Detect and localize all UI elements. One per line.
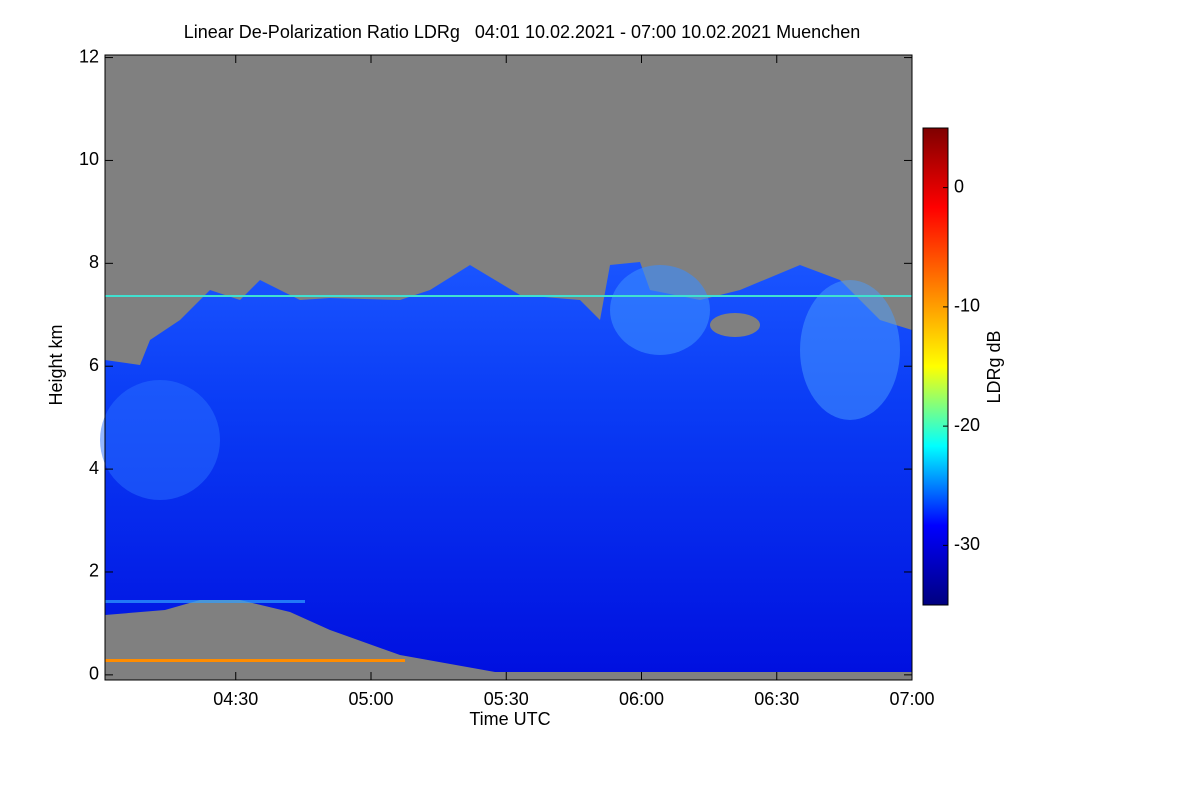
plot-frame: [104, 54, 913, 681]
chart-title: Linear De-Polarization Ratio LDRg 04:01 …: [184, 22, 860, 42]
x-tick-label: 04:30: [213, 689, 258, 709]
y-tick-label: 10: [79, 149, 99, 169]
colorbar: [922, 127, 949, 606]
y-tick-label: 4: [89, 458, 99, 478]
colorbar-tick-label: -20: [954, 415, 980, 435]
x-axis-label: Time UTC: [469, 709, 550, 729]
y-tick-label: 12: [79, 46, 99, 66]
colorbar-tick-label: 0: [954, 176, 964, 196]
colorbar-label: LDRg dB: [984, 330, 1004, 403]
y-tick-label: 0: [89, 664, 99, 684]
x-tick-label: 07:00: [889, 689, 934, 709]
x-tick-label: 05:00: [348, 689, 393, 709]
x-tick-label: 06:00: [619, 689, 664, 709]
x-tick-label: 06:30: [754, 689, 799, 709]
y-axis-label: Height km: [46, 324, 66, 405]
y-tick-label: 2: [89, 561, 99, 581]
colorbar-tick-label: -30: [954, 534, 980, 554]
x-tick-label: 05:30: [484, 689, 529, 709]
colorbar-tick-label: -10: [954, 296, 980, 316]
y-tick-label: 8: [89, 252, 99, 272]
y-tick-label: 6: [89, 355, 99, 375]
heatmap-field: [100, 55, 912, 680]
